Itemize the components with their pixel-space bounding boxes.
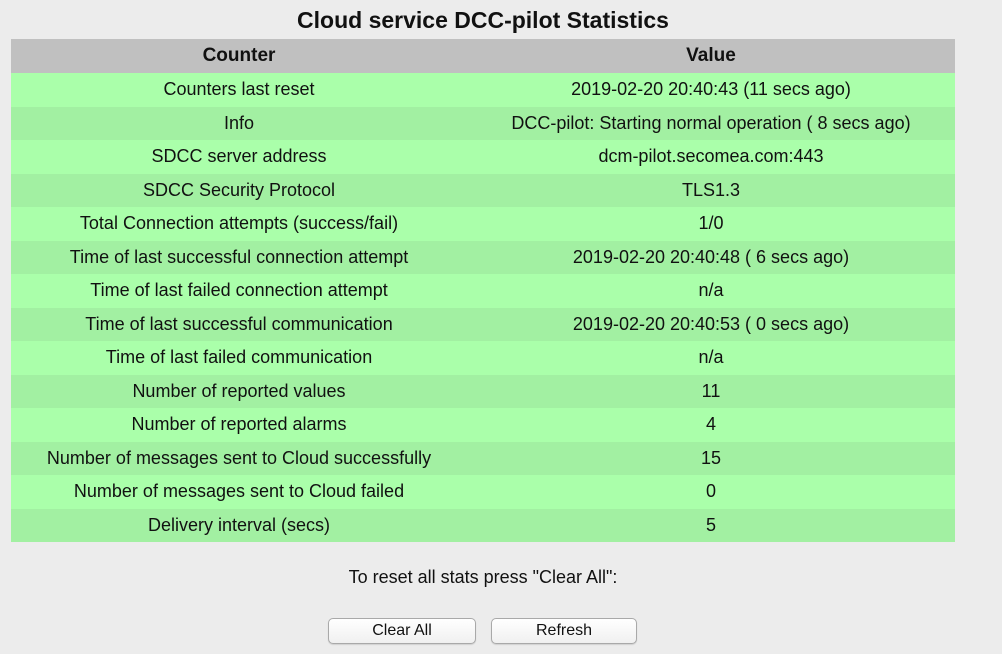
table-row: Total Connection attempts (success/fail)… (11, 207, 955, 241)
table-row: Number of reported values 11 (11, 374, 955, 408)
counter-cell: Time of last successful communication (11, 307, 467, 341)
statistics-table: Counter Value Counters last reset 2019-0… (11, 39, 955, 542)
value-cell: 2019-02-20 20:40:43 (11 secs ago) (467, 73, 955, 107)
refresh-button[interactable]: Refresh (491, 618, 637, 644)
value-cell: n/a (467, 341, 955, 375)
table-row: Number of messages sent to Cloud success… (11, 441, 955, 475)
table-row: SDCC Security Protocol TLS1.3 (11, 173, 955, 207)
table-row: Info DCC-pilot: Starting normal operatio… (11, 106, 955, 140)
value-cell: 15 (467, 441, 955, 475)
table-row: Number of reported alarms 4 (11, 408, 955, 442)
table-row: Number of messages sent to Cloud failed … (11, 475, 955, 509)
value-cell: TLS1.3 (467, 173, 955, 207)
counter-cell: Number of messages sent to Cloud failed (11, 475, 467, 509)
counter-cell: Time of last successful connection attem… (11, 240, 467, 274)
counter-cell: Delivery interval (secs) (11, 508, 467, 542)
counter-cell: Number of reported values (11, 374, 467, 408)
clear-all-button[interactable]: Clear All (328, 618, 476, 644)
column-header-counter: Counter (11, 39, 467, 73)
table-row: Time of last successful connection attem… (11, 240, 955, 274)
counter-cell: Number of messages sent to Cloud success… (11, 441, 467, 475)
value-cell: 2019-02-20 20:40:53 ( 0 secs ago) (467, 307, 955, 341)
counter-cell: Number of reported alarms (11, 408, 467, 442)
value-cell: 5 (467, 508, 955, 542)
page-title: Cloud service DCC-pilot Statistics (297, 7, 669, 33)
counter-cell: Time of last failed connection attempt (11, 274, 467, 308)
counter-cell: Time of last failed communication (11, 341, 467, 375)
table-row: Time of last failed communication n/a (11, 341, 955, 375)
value-cell: dcm-pilot.secomea.com:443 (467, 140, 955, 174)
column-header-value: Value (467, 39, 955, 73)
table-header-row: Counter Value (11, 39, 955, 73)
value-cell: 4 (467, 408, 955, 442)
value-cell: 0 (467, 475, 955, 509)
value-cell: 1/0 (467, 207, 955, 241)
table-row: Counters last reset 2019-02-20 20:40:43 … (11, 73, 955, 107)
counter-cell: SDCC server address (11, 140, 467, 174)
value-cell: n/a (467, 274, 955, 308)
table-row: SDCC server address dcm-pilot.secomea.co… (11, 140, 955, 174)
counter-cell: SDCC Security Protocol (11, 173, 467, 207)
value-cell: 11 (467, 374, 955, 408)
reset-instruction-text: To reset all stats press "Clear All": (348, 567, 618, 587)
counter-cell: Total Connection attempts (success/fail) (11, 207, 467, 241)
table-row: Time of last successful communication 20… (11, 307, 955, 341)
table-row: Delivery interval (secs) 5 (11, 508, 955, 542)
table-row: Time of last failed connection attempt n… (11, 274, 955, 308)
counter-cell: Counters last reset (11, 73, 467, 107)
value-cell: 2019-02-20 20:40:48 ( 6 secs ago) (467, 240, 955, 274)
value-cell: DCC-pilot: Starting normal operation ( 8… (467, 106, 955, 140)
counter-cell: Info (11, 106, 467, 140)
